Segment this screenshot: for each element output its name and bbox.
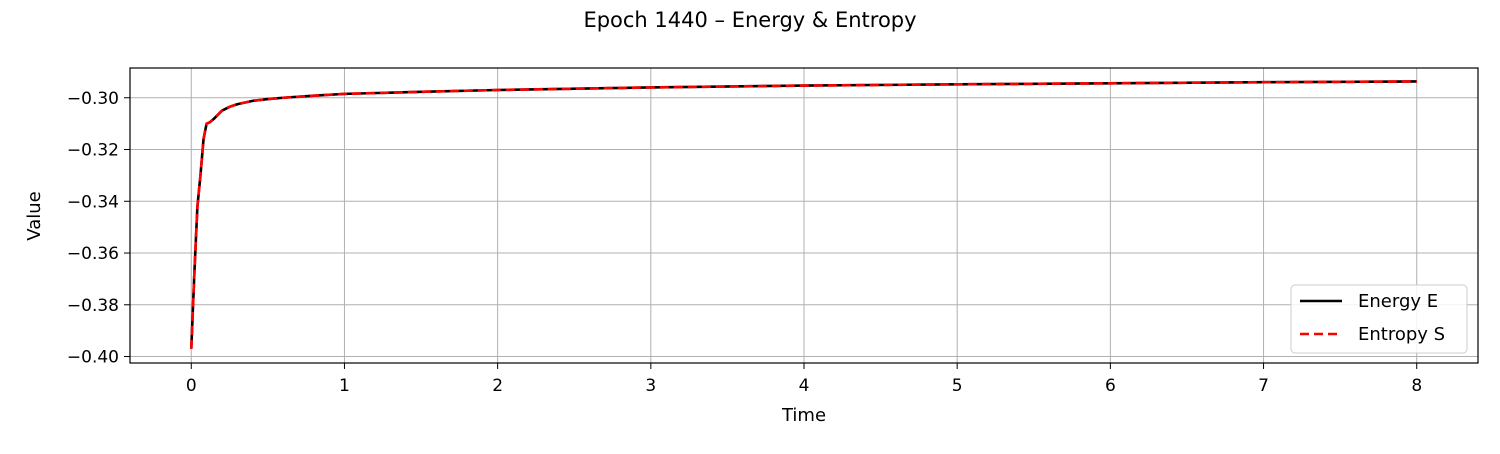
x-tick-label: 4	[799, 376, 810, 396]
y-tick-label: −0.32	[67, 141, 119, 161]
chart-title: Epoch 1440 – Energy & Entropy	[583, 8, 916, 32]
y-axis-label: Value	[24, 191, 45, 240]
y-tick-label: −0.30	[67, 89, 119, 109]
legend-label-entropy: Entropy S	[1358, 324, 1445, 345]
x-tick-label: 7	[1258, 376, 1269, 396]
y-tick-label: −0.38	[67, 296, 119, 316]
x-tick-label: 1	[339, 376, 350, 396]
x-axis-label: Time	[781, 405, 826, 426]
x-tick-label: 5	[952, 376, 963, 396]
x-tick-label: 6	[1105, 376, 1116, 396]
x-tick-label: 3	[645, 376, 656, 396]
series-layer	[189, 80, 1417, 349]
x-tick-label: 2	[492, 376, 503, 396]
y-tick-label: −0.36	[67, 244, 119, 264]
legend: Energy E Entropy S	[1290, 284, 1468, 354]
grid-layer	[130, 68, 1478, 363]
y-tick-label: −0.34	[67, 192, 119, 212]
tick-layer: 0 1 2 3 4 5 6 7 8 −0.40 −0.38 −0.36 −0.34 −0.32 −0.30	[67, 89, 1422, 396]
series-line-entropy	[189, 80, 1417, 349]
legend-label-energy: Energy E	[1358, 291, 1438, 312]
y-tick-label: −0.40	[67, 348, 119, 368]
x-tick-label: 8	[1411, 376, 1422, 396]
x-tick-label: 0	[186, 376, 197, 396]
